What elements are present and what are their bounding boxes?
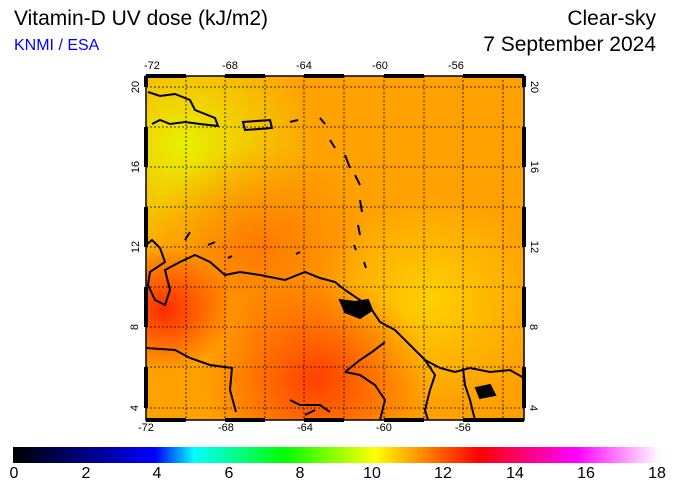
colorbar-label: 18 (648, 465, 666, 482)
colorbar-label: 0 (9, 465, 19, 482)
colorbar-label: 8 (295, 465, 305, 482)
lon-tick-top: -60 (372, 60, 388, 72)
colorbar-label: 2 (81, 465, 91, 482)
colorbar-label: 12 (434, 465, 452, 482)
lat-tick-left: 16 (130, 160, 143, 174)
colorbar-label: 6 (224, 465, 234, 482)
lat-tick-left: 12 (130, 240, 143, 254)
lat-tick-right: 4 (527, 404, 540, 412)
lon-tick-top: -72 (144, 60, 160, 72)
colorbar-label: 16 (577, 465, 595, 482)
coastlines (145, 91, 525, 421)
frame-scale-bars (144, 74, 526, 422)
lon-tick-bottom: -68 (218, 422, 234, 434)
lat-tick-left: 20 (130, 80, 143, 94)
credit-label: KNMI / ESA (14, 37, 100, 54)
uv-dose-map (144, 74, 526, 422)
map-field (146, 76, 524, 420)
date-label: 7 September 2024 (483, 33, 656, 56)
lon-tick-bottom: -72 (138, 422, 154, 434)
lat-tick-right: 12 (528, 240, 541, 254)
lat-tick-left: 4 (129, 404, 142, 412)
lat-tick-left: 8 (129, 323, 142, 331)
sky-mode-label: Clear-sky (567, 7, 656, 30)
graticule (146, 76, 524, 420)
map-title: Vitamin-D UV dose (kJ/m2) (14, 7, 269, 30)
lon-tick-top: -56 (448, 60, 464, 72)
colorbar-label: 10 (363, 465, 381, 482)
colorbar (13, 447, 660, 463)
lat-tick-right: 8 (527, 323, 540, 331)
lon-tick-bottom: -64 (297, 422, 313, 434)
lat-tick-right: 20 (528, 80, 541, 94)
lat-tick-right: 16 (528, 160, 541, 174)
colorbar-label: 4 (152, 465, 162, 482)
lon-tick-top: -68 (222, 60, 238, 72)
colorbar-label: 14 (506, 465, 524, 482)
lon-tick-top: -64 (296, 60, 312, 72)
lon-tick-bottom: -60 (376, 422, 392, 434)
lon-tick-bottom: -56 (455, 422, 471, 434)
